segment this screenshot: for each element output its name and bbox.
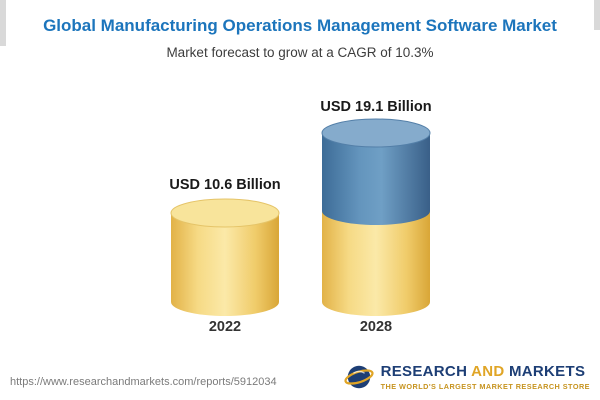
research-and-markets-logo[interactable]: RESEARCH AND MARKETS THE WORLD'S LARGEST… xyxy=(344,362,590,392)
axis-label-2028: 2028 xyxy=(359,319,393,335)
bar-2028 xyxy=(321,118,431,316)
chart-subtitle: Market forecast to grow at a CAGR of 10.… xyxy=(166,45,434,60)
logo-text: RESEARCH AND MARKETS THE WORLD'S LARGEST… xyxy=(381,363,590,391)
logo-word-markets: MARKETS xyxy=(508,363,586,380)
chart-title: Global Manufacturing Operations Manageme… xyxy=(43,16,557,35)
globe-icon xyxy=(344,365,374,389)
decor-bar-right xyxy=(594,0,600,30)
logo-word-research: RESEARCH xyxy=(380,363,468,380)
decor-tick-left xyxy=(0,0,6,4)
value-label-2028: USD 19.1 Billion xyxy=(320,99,432,115)
source-url[interactable]: https://www.researchandmarkets.com/repor… xyxy=(10,376,277,388)
bar-2022 xyxy=(170,198,280,316)
decor-bar-left xyxy=(0,0,6,46)
logo-tagline: THE WORLD'S LARGEST MARKET RESEARCH STOR… xyxy=(380,382,590,391)
logo-wordmark: RESEARCH AND MARKETS xyxy=(381,363,586,380)
logo-word-and: AND xyxy=(467,363,509,380)
axis-label-2022: 2022 xyxy=(208,319,242,335)
value-label-2022: USD 10.6 Billion xyxy=(169,177,281,193)
